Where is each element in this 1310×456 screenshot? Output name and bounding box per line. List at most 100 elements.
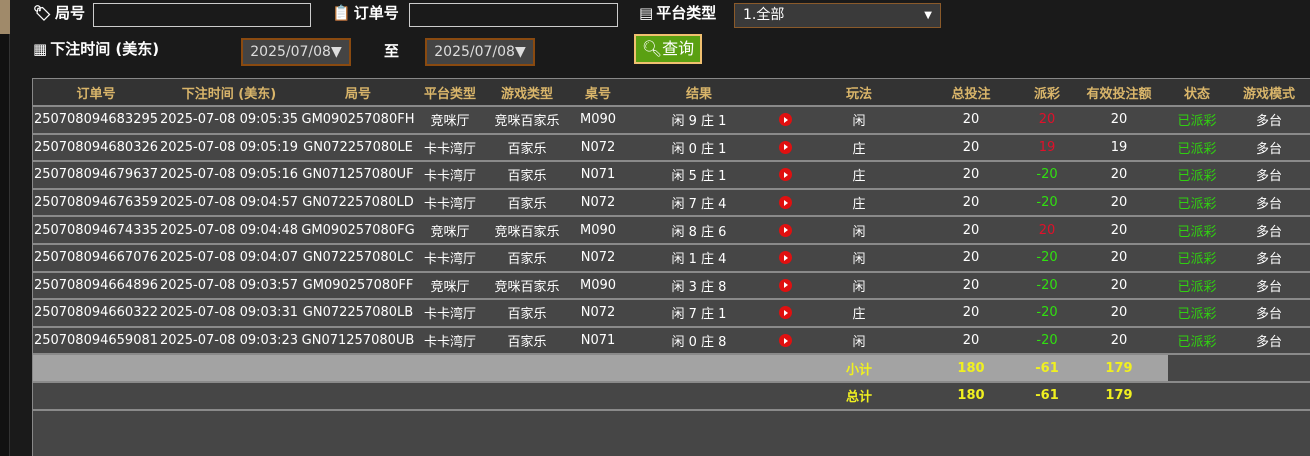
cell-status: 已派彩 — [1177, 224, 1217, 240]
cell-game-type: 竞咪百家乐 — [494, 279, 560, 295]
cell-order-no: 250708094679637 — [33, 167, 159, 183]
clipboard-icon: 📋 — [332, 3, 351, 22]
cell-order-no: 250708094674335 — [33, 222, 159, 238]
cell-payout: 20 — [1038, 112, 1056, 128]
table-row: 250708094683295 2025-07-08 09:05:35 GM0902… — [33, 107, 1310, 135]
cell-payout: -20 — [1036, 250, 1058, 266]
cell-game-type: 百家乐 — [507, 197, 547, 213]
cell-table-no: N071 — [580, 333, 616, 349]
cell-game-type: 百家乐 — [507, 169, 547, 185]
dropdown-icon: ▼ — [514, 44, 526, 60]
cell-total-bet: 20 — [962, 139, 980, 155]
cell-order-no: 250708094660322 — [33, 305, 159, 321]
search-icon: 🔍︎ — [641, 39, 663, 58]
cell-round-no: GN072257080LB — [302, 305, 414, 321]
round-input[interactable] — [93, 3, 311, 27]
cell-valid-bet: 19 — [1110, 139, 1128, 155]
subtotal-row: 小计 180 -61 179 — [33, 355, 1310, 383]
date-from-picker[interactable]: 2025/07/08▼ — [241, 38, 351, 66]
table-row: 250708094679637 2025-07-08 09:05:16 GN0712… — [33, 162, 1310, 190]
cell-payout: -20 — [1036, 195, 1058, 211]
subtotal-label: 小计 — [845, 362, 872, 378]
cell-game-mode: 多台 — [1255, 279, 1282, 295]
cell-table-no: N072 — [580, 139, 616, 155]
cell-game-type: 百家乐 — [507, 252, 547, 268]
cell-valid-bet: 20 — [1110, 167, 1128, 183]
date-from-value: 2025/07/08 — [250, 44, 331, 60]
cell-table-no: N071 — [580, 167, 616, 183]
cell-round-no: GM090257080FG — [301, 222, 415, 238]
play-video-icon[interactable] — [773, 140, 797, 155]
dropdown-icon: ▼ — [330, 44, 342, 60]
header-status: 状态 — [1183, 86, 1210, 102]
cell-status: 已派彩 — [1177, 141, 1217, 157]
cell-table-no: M090 — [579, 222, 617, 238]
round-label-text: 局号 — [55, 4, 86, 22]
cell-round-no: GN071257080UF — [302, 167, 414, 183]
subtotal-payout: -61 — [1035, 360, 1059, 376]
header-bet-type: 玩法 — [845, 86, 872, 102]
cell-payout: 20 — [1038, 222, 1056, 238]
cell-platform: 卡卡湾厅 — [423, 141, 476, 157]
cell-payout: -20 — [1036, 333, 1058, 349]
date-to-value: 2025/07/08 — [434, 44, 515, 60]
cell-result: 闲 1 庄 4 — [671, 252, 727, 268]
cell-order-no: 250708094667076 — [33, 250, 159, 266]
cell-result: 闲 5 庄 1 — [671, 169, 727, 185]
date-to-picker[interactable]: 2025/07/08▼ — [425, 38, 535, 66]
cell-status: 已派彩 — [1177, 335, 1217, 351]
cell-bet-time: 2025-07-08 09:03:23 — [159, 333, 299, 349]
cell-round-no: GM090257080FF — [302, 277, 414, 293]
play-video-icon[interactable] — [773, 250, 797, 265]
platform-label-text: 平台类型 — [656, 4, 717, 22]
cell-result: 闲 3 庄 8 — [671, 279, 727, 295]
cell-game-type: 百家乐 — [507, 335, 547, 351]
query-button[interactable]: 🔍︎查询 — [634, 34, 702, 64]
play-video-icon[interactable] — [773, 112, 797, 127]
cell-total-bet: 20 — [962, 277, 980, 293]
cell-valid-bet: 20 — [1110, 112, 1128, 128]
cell-bet-type: 庄 — [852, 307, 866, 323]
cell-total-bet: 20 — [962, 333, 980, 349]
cell-valid-bet: 20 — [1110, 222, 1128, 238]
cell-status: 已派彩 — [1177, 279, 1217, 295]
cell-result: 闲 9 庄 1 — [671, 114, 727, 130]
cell-payout: -20 — [1036, 305, 1058, 321]
cell-game-mode: 多台 — [1255, 114, 1282, 130]
total-payout: -61 — [1035, 388, 1059, 404]
play-video-icon[interactable] — [773, 195, 797, 210]
cell-platform: 竞咪厅 — [430, 224, 470, 240]
cell-status: 已派彩 — [1177, 197, 1217, 213]
cell-bet-type: 闲 — [852, 114, 866, 130]
cell-result: 闲 7 庄 4 — [671, 197, 727, 213]
platform-value: 1.全部 — [743, 7, 785, 23]
header-bet-time: 下注时间 (美东) — [181, 86, 277, 102]
cell-payout: -20 — [1036, 277, 1058, 293]
cell-table-no: N072 — [580, 250, 616, 266]
cell-total-bet: 20 — [962, 167, 980, 183]
side-tab[interactable] — [0, 0, 10, 34]
total-label: 总计 — [845, 390, 872, 406]
cell-platform: 卡卡湾厅 — [423, 307, 476, 323]
table-row: 250708094660322 2025-07-08 09:03:31 GN0722… — [33, 300, 1310, 328]
cell-result: 闲 0 庄 1 — [671, 141, 727, 157]
cell-result: 闲 7 庄 1 — [671, 307, 727, 323]
total-valid-bet: 179 — [1105, 388, 1133, 404]
cell-valid-bet: 20 — [1110, 250, 1128, 266]
cell-table-no: N072 — [580, 305, 616, 321]
header-payout: 派彩 — [1033, 86, 1060, 102]
platform-label: ▤ 平台类型 — [639, 2, 716, 23]
platform-select[interactable]: 1.全部 ▼ — [734, 3, 941, 28]
table-row: 250708094680326 2025-07-08 09:05:19 GN0722… — [33, 135, 1310, 163]
cell-order-no: 250708094680326 — [33, 139, 159, 155]
play-video-icon[interactable] — [773, 305, 797, 320]
cell-total-bet: 20 — [962, 112, 980, 128]
cell-status: 已派彩 — [1177, 307, 1217, 323]
cell-bet-time: 2025-07-08 09:04:48 — [159, 222, 299, 238]
play-video-icon[interactable] — [773, 167, 797, 182]
order-input[interactable] — [409, 3, 618, 27]
play-video-icon[interactable] — [773, 333, 797, 348]
play-video-icon[interactable] — [773, 278, 797, 293]
play-video-icon[interactable] — [773, 223, 797, 238]
cell-table-no: M090 — [579, 277, 617, 293]
